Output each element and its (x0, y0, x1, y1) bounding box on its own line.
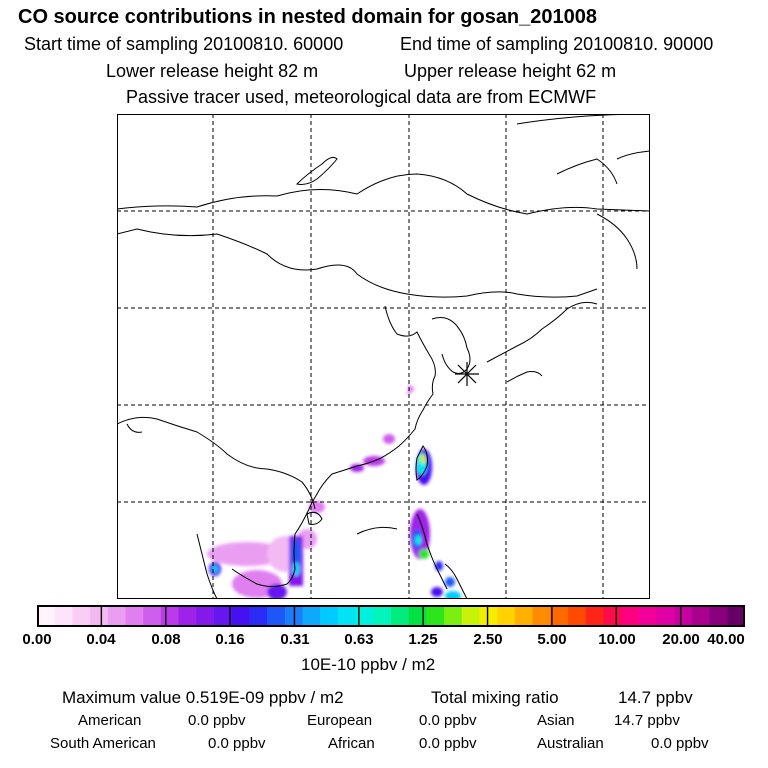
colorbar-swatch (461, 605, 481, 627)
colorbar-swatch (550, 605, 569, 627)
colorbar-swatch (320, 605, 339, 627)
page-title: CO source contributions in nested domain… (18, 6, 598, 28)
tick-label: 20.00 (662, 631, 700, 648)
colorbar-swatch (426, 605, 445, 627)
colorbar-swatch (391, 605, 410, 627)
colorbar-swatch (497, 605, 516, 627)
tick-label: 40.00 (707, 631, 745, 648)
colorbar-swatch (267, 605, 286, 627)
tick-label: 1.25 (408, 631, 438, 648)
colorbar-swatch (373, 605, 392, 627)
tick-label: 10.00 (598, 631, 636, 648)
colorbar-swatch (638, 605, 658, 627)
lat-lon-grid (117, 114, 650, 599)
colorbar-swatch (532, 605, 551, 627)
tick-label: 2.50 (473, 631, 503, 648)
colorbar-swatch (727, 605, 745, 627)
tick-label: 0.04 (86, 631, 116, 648)
region-name-australian: Australian (537, 735, 604, 752)
colorbar-swatch (302, 605, 321, 627)
region-name-south-american: South American (50, 735, 156, 752)
map-panel (117, 114, 650, 599)
colorbar-swatch (178, 605, 197, 627)
colorbar-swatch (603, 605, 622, 627)
tick-label: 0.63 (344, 631, 374, 648)
colorbar-swatch (444, 605, 463, 627)
colorbar-swatch (514, 605, 534, 627)
colorbar-swatch (54, 605, 73, 627)
colorbar-swatch (72, 605, 91, 627)
colorbar-units: 10E-10 ppbv / m2 (301, 655, 436, 674)
colorbar-swatch (656, 605, 675, 627)
receptor-marker (455, 362, 479, 386)
colorbar-swatch (107, 605, 127, 627)
colorbar-swatch (479, 605, 498, 627)
lower-release-height: Lower release height 82 m (106, 61, 319, 81)
colorbar-swatch (231, 605, 250, 627)
end-time: End time of sampling 20100810. 90000 (400, 34, 714, 54)
colorbar-swatch (568, 605, 587, 627)
max-value: Maximum value 0.519E-09 ppbv / m2 (62, 688, 344, 707)
region-value-asian: 14.7 ppbv (614, 712, 680, 729)
region-value-american: 0.0 ppbv (188, 712, 246, 729)
region-value-australian: 0.0 ppbv (651, 735, 709, 752)
region-name-european: European (307, 712, 373, 729)
region-name-asian: Asian (537, 712, 575, 729)
tick-label: 0.08 (151, 631, 181, 648)
colorbar-swatch (143, 605, 162, 627)
region-value-european: 0.0 ppbv (419, 712, 477, 729)
colorbar-swatch (37, 605, 56, 627)
total-mixing-value: 14.7 ppbv (618, 688, 693, 707)
colorbar-swatch (196, 605, 215, 627)
tick-label: 5.00 (537, 631, 567, 648)
colorbar-swatch (408, 605, 427, 627)
tick-label: 0.00 (22, 631, 52, 648)
colorbar (37, 605, 745, 627)
colorbar-swatch (691, 605, 711, 627)
region-value-african: 0.0 ppbv (419, 735, 477, 752)
colorbar-swatch (125, 605, 144, 627)
colorbar-border (37, 605, 745, 627)
colorbar-swatch (709, 605, 728, 627)
colorbar-swatch (621, 605, 640, 627)
tick-label: 0.16 (215, 631, 245, 648)
colorbar-swatch (355, 605, 374, 627)
colorbar-swatch (585, 605, 604, 627)
upper-release-height: Upper release height 62 m (404, 61, 617, 81)
total-mixing-label: Total mixing ratio (431, 688, 559, 707)
colorbar-swatch (214, 605, 233, 627)
region-name-african: African (328, 735, 375, 752)
region-value-south-american: 0.0 ppbv (208, 735, 266, 752)
tracer-note: Passive tracer used, meteorological data… (126, 87, 597, 107)
colorbar-swatch (90, 605, 109, 627)
region-name-american: American (78, 712, 142, 729)
tick-label: 0.31 (280, 631, 310, 648)
colorbar-swatch (160, 605, 180, 627)
colorbar-swatch (337, 605, 357, 627)
colorbar-swatch (674, 605, 693, 627)
colorbar-swatch (249, 605, 268, 627)
start-time: Start time of sampling 20100810. 60000 (24, 34, 344, 54)
